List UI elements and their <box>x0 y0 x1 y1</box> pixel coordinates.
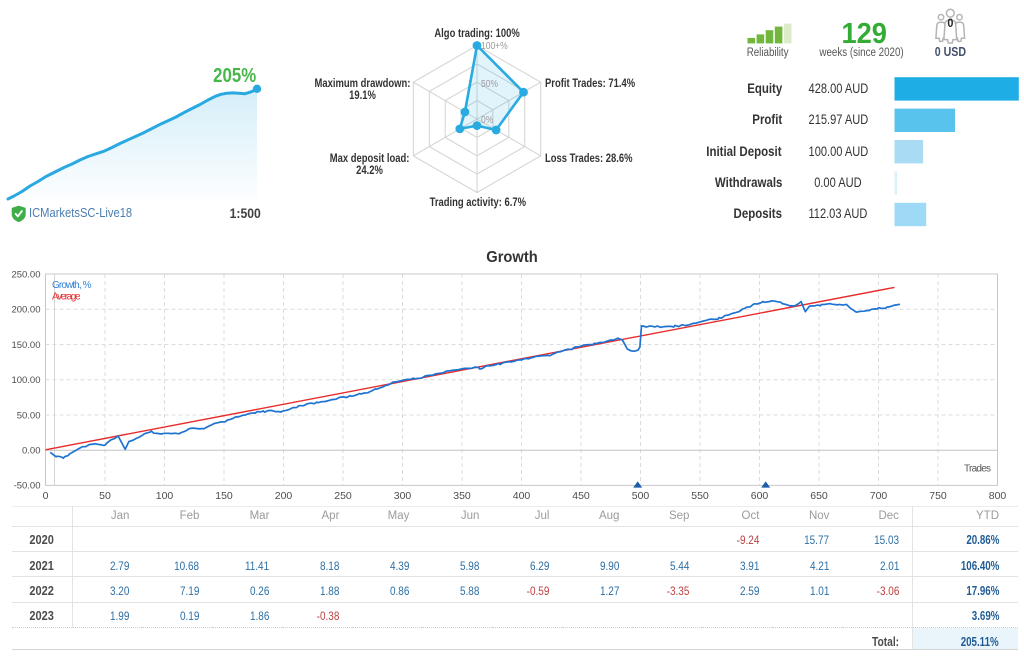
svg-text:100: 100 <box>156 490 174 502</box>
svg-text:0.00: 0.00 <box>22 446 41 457</box>
svg-text:Growth, %: Growth, % <box>52 280 92 291</box>
svg-text:550: 550 <box>691 490 709 502</box>
svg-text:650: 650 <box>810 490 828 502</box>
svg-text:150: 150 <box>215 490 233 502</box>
svg-text:750: 750 <box>929 490 947 502</box>
svg-text:600: 600 <box>751 490 769 502</box>
svg-text:400: 400 <box>513 490 531 502</box>
svg-text:200.00: 200.00 <box>11 305 40 316</box>
svg-text:50.00: 50.00 <box>17 410 41 421</box>
svg-text:700: 700 <box>870 490 888 502</box>
svg-text:300: 300 <box>394 490 412 502</box>
svg-text:250: 250 <box>334 490 352 502</box>
svg-text:800: 800 <box>989 490 1007 502</box>
svg-text:Average: Average <box>52 292 81 303</box>
svg-text:150.00: 150.00 <box>11 340 40 351</box>
svg-text:Trades: Trades <box>964 464 991 475</box>
svg-text:350: 350 <box>453 490 471 502</box>
svg-text:500: 500 <box>632 490 650 502</box>
svg-text:250.00: 250.00 <box>11 269 40 280</box>
svg-text:50: 50 <box>99 490 111 502</box>
svg-text:450: 450 <box>572 490 590 502</box>
svg-text:-50.00: -50.00 <box>14 481 41 492</box>
svg-text:100.00: 100.00 <box>11 375 40 386</box>
svg-text:200: 200 <box>275 490 293 502</box>
svg-text:0: 0 <box>43 490 49 502</box>
